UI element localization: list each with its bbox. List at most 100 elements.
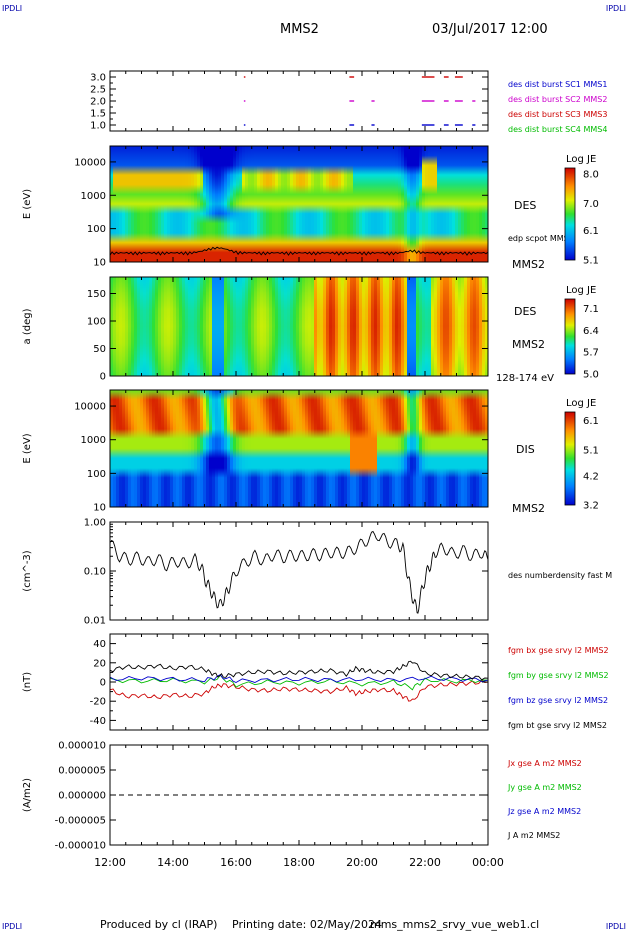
heatmap-column xyxy=(461,277,465,376)
heatmap-column xyxy=(128,277,132,376)
heatmap-column xyxy=(194,146,198,262)
heatmap-column xyxy=(485,146,489,262)
heatmap-column xyxy=(377,277,381,376)
heatmap-column xyxy=(170,146,174,262)
heatmap-column xyxy=(164,146,168,262)
heatmap-column xyxy=(173,146,177,262)
heatmap-column xyxy=(263,277,267,376)
heatmap-column xyxy=(467,146,471,262)
heatmap-column xyxy=(191,277,195,376)
des-energy-overlay-label: edp scpot MMS2 xyxy=(508,234,574,243)
heatmap-column xyxy=(374,146,378,262)
heatmap-column xyxy=(179,146,183,262)
heatmap-column xyxy=(476,277,480,376)
heatmap-column xyxy=(116,277,120,376)
heatmap-column xyxy=(452,277,456,376)
heatmap-column xyxy=(311,146,315,262)
heatmap-column xyxy=(482,277,486,376)
heatmap-column xyxy=(374,277,378,376)
heatmap-column xyxy=(353,146,357,262)
heatmap-column xyxy=(401,277,405,376)
heatmap-column xyxy=(305,146,309,262)
heatmap-column xyxy=(446,146,450,262)
heatmap-column xyxy=(260,146,264,262)
heatmap-column xyxy=(377,146,381,262)
des-energy-panel-y-tick-label: 10000 xyxy=(74,157,106,168)
heatmap-column xyxy=(410,277,414,376)
heatmap-column xyxy=(434,277,438,376)
heatmap-column xyxy=(302,277,306,376)
heatmap-column xyxy=(422,277,426,376)
corner-label-bottom-right: IPDLI xyxy=(605,922,626,931)
heatmap-column xyxy=(185,277,189,376)
heatmap-column xyxy=(245,146,249,262)
heatmap-column xyxy=(293,277,297,376)
heatmap-column xyxy=(341,277,345,376)
heatmap-column xyxy=(329,146,333,262)
heatmap-column xyxy=(164,277,168,376)
heatmap-column xyxy=(443,146,447,262)
heatmap-column xyxy=(182,277,186,376)
heatmap-column xyxy=(320,146,324,262)
heatmap-column xyxy=(281,277,285,376)
heatmap-column xyxy=(350,146,354,262)
heatmap-column xyxy=(467,277,471,376)
heatmap-column xyxy=(119,277,123,376)
heatmap-column xyxy=(179,277,183,376)
heatmap-column xyxy=(134,277,138,376)
heatmap-column xyxy=(368,146,372,262)
heatmap-column xyxy=(182,146,186,262)
heatmap-column xyxy=(335,146,339,262)
heatmap-column xyxy=(428,146,432,262)
heatmap-column xyxy=(452,146,456,262)
heatmap-column xyxy=(449,146,453,262)
heatmap-column xyxy=(407,277,411,376)
heatmap-column xyxy=(365,277,369,376)
heatmap-column xyxy=(296,277,300,376)
datetime-title: 03/Jul/2017 12:00 xyxy=(432,22,548,37)
heatmap-column xyxy=(227,146,231,262)
heatmap-column xyxy=(281,146,285,262)
heatmap-column xyxy=(380,277,384,376)
heatmap-column xyxy=(422,146,426,262)
heatmap-column xyxy=(440,277,444,376)
heatmap-column xyxy=(254,146,258,262)
heatmap-column xyxy=(287,277,291,376)
heatmap-column xyxy=(155,146,159,262)
heatmap-column xyxy=(122,277,126,376)
heatmap-column xyxy=(161,146,165,262)
heatmap-column xyxy=(197,277,201,376)
des-energy-panel-y-axis-label: E (eV) xyxy=(22,189,33,219)
heatmap-column xyxy=(323,277,327,376)
heatmap-column xyxy=(113,277,117,376)
heatmap-column xyxy=(251,277,255,376)
des-energy-colorbar-tick-label: 8.0 xyxy=(583,169,599,180)
heatmap-column xyxy=(212,277,216,376)
heatmap-column xyxy=(320,277,324,376)
des-energy-heatmap xyxy=(110,146,489,262)
heatmap-column xyxy=(413,277,417,376)
heatmap-column xyxy=(434,146,438,262)
heatmap-column xyxy=(473,277,477,376)
heatmap-column xyxy=(416,146,420,262)
heatmap-column xyxy=(257,277,261,376)
heatmap-column xyxy=(383,146,387,262)
burst-legend-3: des dist burst SC3 MMS3 xyxy=(508,110,607,119)
heatmap-column xyxy=(188,277,192,376)
heatmap-column xyxy=(149,277,153,376)
heatmap-column xyxy=(275,277,279,376)
heatmap-column xyxy=(368,277,372,376)
des-energy-spacecraft-label: MMS2 xyxy=(512,258,545,271)
heatmap-column xyxy=(338,146,342,262)
heatmap-column xyxy=(149,146,153,262)
heatmap-column xyxy=(410,146,414,262)
heatmap-column xyxy=(395,277,399,376)
heatmap-column xyxy=(119,146,123,262)
heatmap-column xyxy=(425,146,429,262)
heatmap-column xyxy=(314,277,318,376)
heatmap-column xyxy=(131,146,135,262)
heatmap-column xyxy=(470,146,474,262)
heatmap-column xyxy=(143,277,147,376)
heatmap-column xyxy=(233,277,237,376)
